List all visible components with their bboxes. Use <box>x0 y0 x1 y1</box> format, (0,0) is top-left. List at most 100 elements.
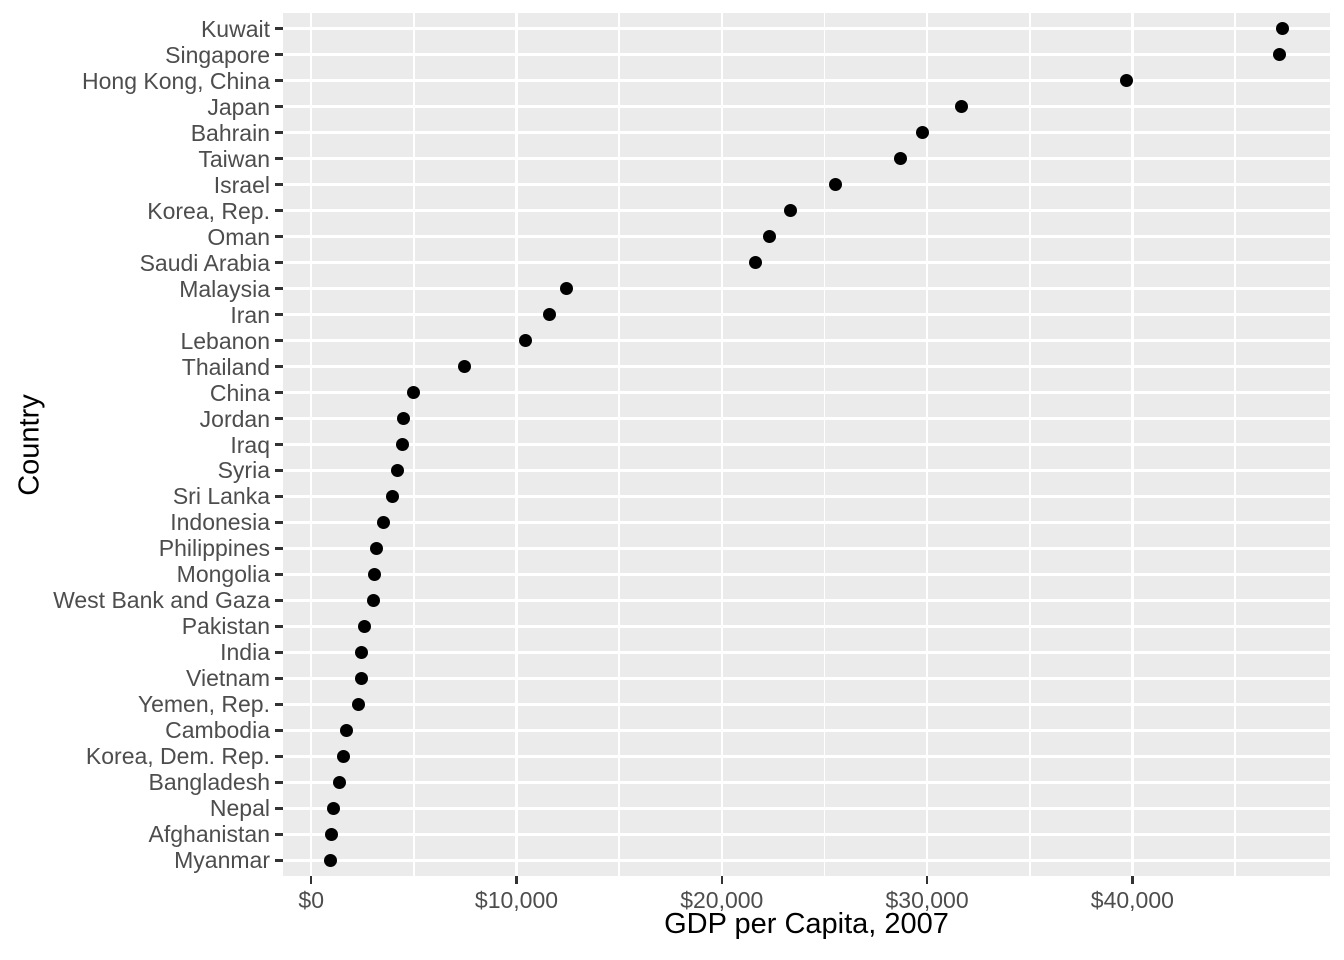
y-axis-tick-label: Korea, Dem. Rep. <box>85 743 270 770</box>
y-axis-tick-label: Iraq <box>230 431 270 458</box>
data-point <box>390 463 404 477</box>
data-point <box>1120 74 1134 88</box>
y-axis-tick-label: Jordan <box>199 405 270 432</box>
y-axis-tick-label: Afghanistan <box>148 821 270 848</box>
data-point <box>397 412 411 425</box>
y-axis-tick-label: Vietnam <box>186 665 270 692</box>
y-axis-tick-label: Yemen, Rep. <box>137 691 270 718</box>
data-point <box>355 645 369 659</box>
y-tick-mark <box>275 495 283 498</box>
major-gridline-horizontal <box>283 365 1330 368</box>
major-gridline-horizontal <box>283 131 1330 134</box>
data-point <box>828 178 842 192</box>
major-gridline-horizontal <box>283 417 1330 420</box>
x-tick-mark <box>515 876 518 884</box>
major-gridline-horizontal <box>283 807 1330 810</box>
y-tick-mark <box>275 651 283 654</box>
major-gridline-horizontal <box>283 209 1330 212</box>
major-gridline-horizontal <box>283 781 1330 784</box>
y-tick-mark <box>275 443 283 446</box>
data-point <box>1275 22 1289 36</box>
x-axis-tick-label: $10,000 <box>474 887 559 913</box>
data-point <box>386 489 400 503</box>
y-tick-mark <box>275 105 283 108</box>
data-point <box>784 204 798 218</box>
data-point <box>377 515 391 529</box>
y-tick-mark <box>275 339 283 342</box>
y-tick-mark <box>275 183 283 186</box>
y-tick-mark <box>275 833 283 836</box>
y-tick-mark <box>275 807 283 810</box>
data-point <box>749 256 763 270</box>
y-tick-mark <box>275 781 283 784</box>
y-tick-mark <box>275 391 283 394</box>
x-axis-tick-label: $40,000 <box>1090 887 1174 913</box>
data-point <box>324 827 338 841</box>
x-axis-title: GDP per Capita, 2007 <box>664 908 949 940</box>
major-gridline-horizontal <box>283 755 1330 758</box>
y-tick-mark <box>275 703 283 706</box>
y-axis-tick-label: Pakistan <box>181 613 270 640</box>
major-gridline-horizontal <box>283 729 1330 732</box>
x-axis-tick-label: $20,000 <box>680 887 764 913</box>
major-gridline-horizontal <box>283 391 1330 394</box>
y-tick-mark <box>275 547 283 550</box>
y-tick-mark <box>275 313 283 316</box>
y-axis-tick-label: Saudi Arabia <box>139 249 270 276</box>
major-gridline-horizontal <box>283 313 1330 316</box>
y-tick-mark <box>275 677 283 680</box>
data-point <box>370 541 384 555</box>
y-axis-tick-label: Myanmar <box>174 847 270 874</box>
y-axis-tick-label: India <box>220 639 270 666</box>
y-axis-tick-label: Sri Lanka <box>172 483 270 510</box>
major-gridline-horizontal <box>283 625 1330 628</box>
y-axis-tick-label: Thailand <box>181 353 270 380</box>
major-gridline-horizontal <box>283 703 1330 706</box>
data-point <box>457 360 471 374</box>
y-tick-mark <box>275 859 283 862</box>
y-tick-mark <box>275 157 283 160</box>
x-tick-mark <box>925 876 929 884</box>
y-axis-tick-label: Singapore <box>165 41 270 68</box>
data-point <box>351 697 365 711</box>
major-gridline-horizontal <box>283 859 1330 862</box>
x-axis-tick-label: $0 <box>298 887 324 913</box>
y-tick-mark <box>275 287 283 290</box>
y-tick-mark <box>275 79 283 82</box>
data-point <box>358 619 372 633</box>
major-gridline-horizontal <box>283 495 1330 498</box>
y-axis-tick-label: Bahrain <box>190 119 270 146</box>
plot-panel <box>283 13 1330 876</box>
x-axis-tick-label: $30,000 <box>885 887 969 913</box>
y-axis-tick-label: Indonesia <box>170 509 270 536</box>
data-point <box>1272 48 1286 62</box>
y-axis-tick-label: Mongolia <box>176 561 270 588</box>
y-axis-tick-label: Hong Kong, China <box>82 67 270 94</box>
y-axis-tick-label: West Bank and Gaza <box>53 587 270 614</box>
major-gridline-horizontal <box>283 339 1330 342</box>
y-axis-tick-label: Bangladesh <box>148 769 271 796</box>
y-tick-mark <box>275 235 283 238</box>
major-gridline-horizontal <box>283 599 1330 602</box>
y-tick-mark <box>275 53 283 56</box>
major-gridline-horizontal <box>283 157 1330 160</box>
data-point <box>542 308 556 322</box>
major-gridline-horizontal <box>283 469 1330 472</box>
data-point <box>762 230 776 244</box>
major-gridline-horizontal <box>283 573 1330 576</box>
y-tick-mark <box>275 209 283 212</box>
major-gridline-horizontal <box>283 235 1330 238</box>
major-gridline-horizontal <box>283 833 1330 836</box>
y-tick-mark <box>275 521 283 524</box>
y-axis-tick-label: Oman <box>207 223 270 250</box>
data-point <box>366 593 380 607</box>
y-tick-mark <box>275 27 283 30</box>
y-tick-mark <box>275 755 283 758</box>
y-tick-mark <box>275 573 283 576</box>
major-gridline-horizontal <box>283 183 1330 186</box>
major-gridline-horizontal <box>283 79 1330 82</box>
y-tick-mark <box>275 625 283 628</box>
data-point <box>339 723 353 737</box>
y-axis-tick-label: China <box>209 379 270 406</box>
major-gridline-horizontal <box>283 521 1330 524</box>
